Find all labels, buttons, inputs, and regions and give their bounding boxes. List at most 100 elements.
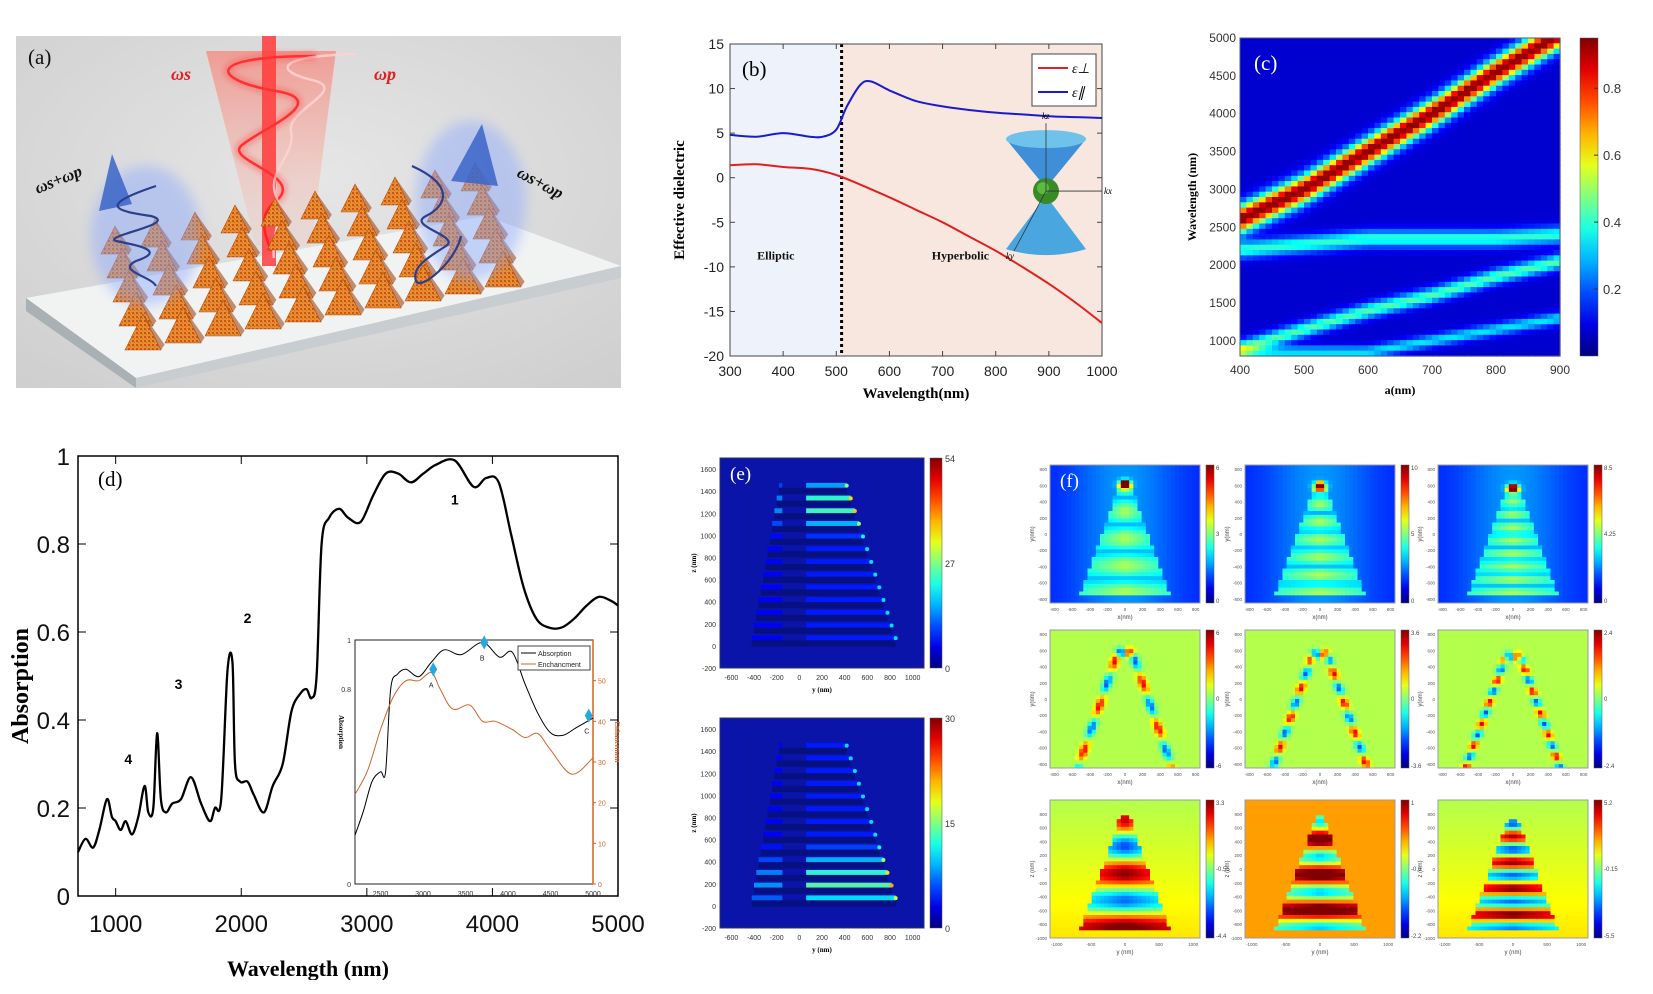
field-cell (1054, 534, 1059, 539)
heatmap-cell (1259, 234, 1267, 240)
heatmap-cell (1432, 165, 1439, 172)
y-tick-label: 600 (1039, 483, 1047, 488)
heatmap-cell (1310, 64, 1318, 71)
heatmap-cell (1540, 43, 1548, 50)
heatmap-cell (1361, 133, 1369, 140)
heatmap-cell (1240, 101, 1247, 108)
heatmap-cell (1278, 175, 1286, 182)
heatmap-cell (1348, 181, 1356, 187)
heatmap-cell (1361, 197, 1369, 203)
heatmap-cell (1246, 255, 1254, 262)
heatmap-cell (1368, 297, 1375, 304)
y-tick-label: 0.2 (37, 796, 70, 823)
heatmap-cell (1521, 117, 1529, 124)
heatmap-cell (1444, 218, 1452, 225)
heatmap-cell (1534, 149, 1542, 156)
heatmap-cell (1380, 122, 1388, 129)
field-cell (1070, 488, 1076, 493)
heatmap-cell (1451, 212, 1459, 219)
heatmap-cell (1540, 38, 1548, 44)
heatmap-cell (1246, 80, 1254, 87)
heatmap-cell (1432, 191, 1439, 198)
heatmap-cell (1291, 64, 1299, 71)
heatmap-cell (1291, 340, 1299, 346)
heatmap-cell (1425, 329, 1433, 336)
heatmap-cell (1278, 69, 1286, 76)
heatmap-cell (1451, 308, 1459, 315)
heatmap-cell (1259, 244, 1267, 251)
y-tick-label: 600 (704, 578, 716, 585)
field-cell (1095, 583, 1101, 589)
field-cell (1150, 580, 1155, 585)
y-tick-label: 1000 (1209, 334, 1236, 348)
heatmap-cell (1348, 207, 1356, 214)
heatmap-cell (1361, 106, 1369, 113)
field-cell (1195, 549, 1201, 554)
field-cell (1066, 537, 1072, 543)
heatmap-cell (1278, 265, 1286, 272)
heatmap-cell (1444, 324, 1452, 331)
heatmap-cell (1489, 122, 1497, 129)
heatmap-cell (1464, 297, 1471, 304)
heatmap-cell (1304, 96, 1311, 103)
heatmap-cell (1259, 329, 1267, 336)
heatmap-cell (1400, 244, 1407, 251)
heatmap-cell (1547, 96, 1555, 103)
heatmap-cell (1451, 276, 1459, 283)
heatmap-cell (1457, 112, 1465, 119)
field-cell (1083, 549, 1088, 554)
field-cell (1166, 518, 1172, 523)
heatmap-cell (1291, 75, 1299, 81)
heatmap-cell (1547, 324, 1555, 331)
heatmap-cell (1284, 345, 1292, 352)
heatmap-cell (1240, 133, 1247, 140)
heatmap-cell (1240, 53, 1247, 60)
field-cell (1108, 495, 1113, 500)
field-cell (1154, 526, 1159, 531)
field-cell (1079, 522, 1084, 527)
heatmap-cell (1502, 191, 1510, 198)
heatmap-cell (1451, 329, 1459, 336)
heatmap-cell (1252, 303, 1260, 309)
field-cell (1191, 480, 1197, 485)
field-cell (1083, 553, 1088, 558)
heatmap-cell (1457, 228, 1465, 235)
field-cell (1257, 599, 1263, 604)
heatmap-cell (1393, 149, 1401, 156)
heatmap-cell (1393, 112, 1401, 119)
y-tick-label: 15 (708, 36, 724, 52)
heatmap-cell (1348, 191, 1356, 198)
heatmap-cell (1528, 48, 1535, 55)
heatmap-cell (1464, 260, 1471, 267)
heatmap-cell (1297, 297, 1305, 304)
heatmap-cell (1304, 191, 1311, 198)
heatmap-cell (1457, 218, 1465, 225)
field-cell (1261, 476, 1267, 481)
layer-glow-left (765, 559, 783, 565)
field-cell (1179, 572, 1184, 577)
heatmap-cell (1240, 197, 1247, 203)
field-cell (1195, 595, 1201, 600)
heatmap-cell (1323, 260, 1331, 267)
metal-layer (772, 785, 859, 793)
field-cell (1166, 549, 1172, 554)
field-cell (1162, 595, 1168, 600)
heatmap-cell (1432, 276, 1439, 283)
heatmap-cell (1451, 91, 1459, 97)
pyramid-shade (402, 199, 420, 229)
field-cell (1129, 488, 1134, 493)
field-cell (1158, 503, 1163, 508)
field-cell (1070, 522, 1076, 527)
heatmap-cell (1496, 318, 1503, 325)
field-cell (1145, 557, 1151, 562)
heatmap-cell (1265, 287, 1273, 293)
heatmap-cell (1355, 228, 1363, 235)
heatmap-cell (1304, 112, 1311, 119)
field-cell (1108, 599, 1113, 604)
heatmap-cell (1323, 133, 1331, 140)
heatmap-cell (1444, 112, 1452, 119)
heatmap-cell (1252, 191, 1260, 198)
heatmap-cell (1489, 265, 1497, 272)
field-cell (1066, 534, 1072, 539)
heatmap-cell (1393, 223, 1401, 230)
